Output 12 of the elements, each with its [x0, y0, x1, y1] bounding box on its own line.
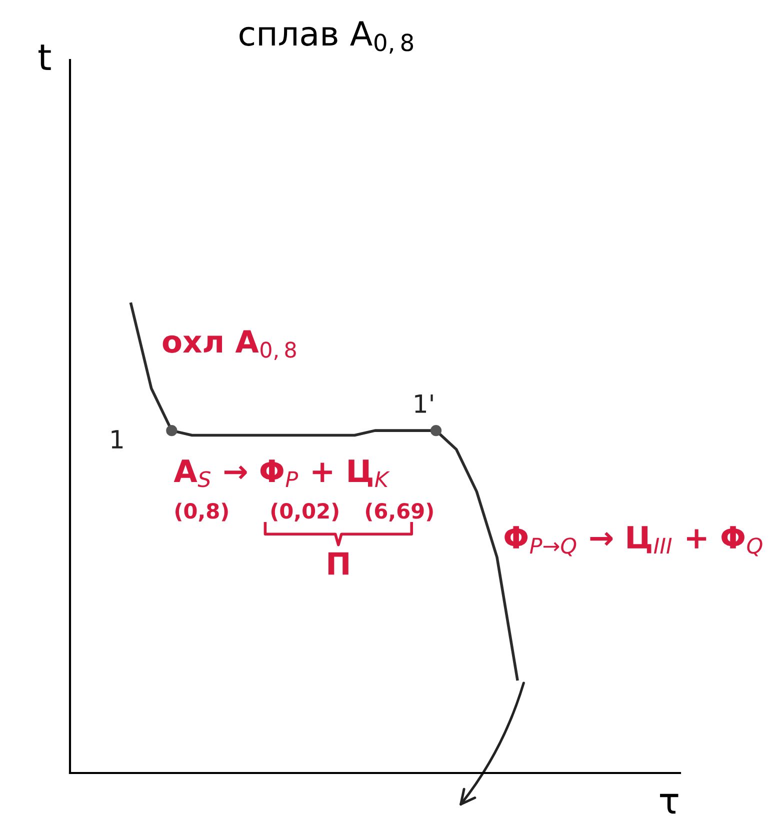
annotation: A$_{S}$ → Φ$_{P}$ + Ц$_{K}$ [174, 460, 390, 488]
annotation: 1' [415, 394, 433, 413]
x-axis-title: τ [660, 794, 678, 814]
annotation: Φ$_{P→Q}$ → Ц$_{III}$ + Φ$_{Q}$ [504, 526, 762, 556]
annotation: (0,8) [175, 502, 228, 522]
annotation: (6,69) [366, 502, 433, 522]
annotation: П [328, 552, 348, 575]
annotation: (0,02) [271, 502, 338, 522]
annotation: охл A$_{0,8}$ [162, 330, 296, 360]
text: t [38, 44, 51, 70]
annotation: 1 [112, 430, 123, 448]
chart-title: сплав A$_{0,8}$ [240, 21, 414, 54]
